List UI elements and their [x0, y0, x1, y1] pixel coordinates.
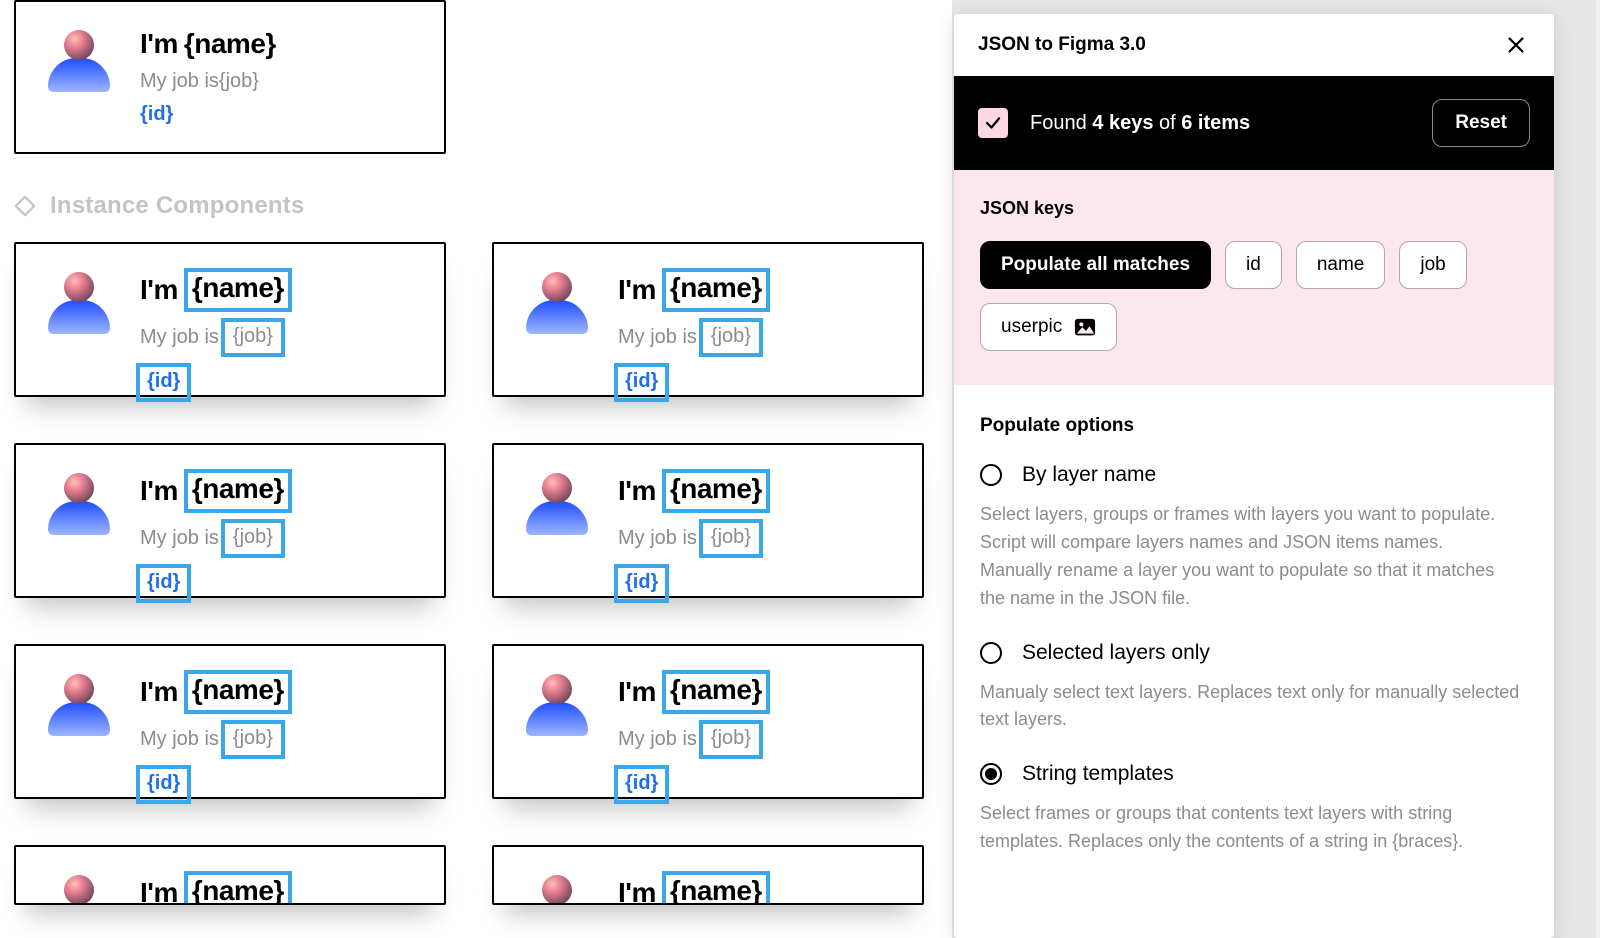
reset-button[interactable]: Reset: [1432, 99, 1530, 147]
card-job-line: My job is {job}: [618, 521, 770, 556]
token-highlight-name: {name}: [184, 670, 292, 714]
token-highlight-id: {id}: [614, 765, 669, 804]
option-selected-layers[interactable]: Selected layers only Manualy select text…: [980, 641, 1528, 735]
card-job-line: My job is {job}: [618, 722, 770, 757]
card-job-line: My job is {job}: [140, 70, 276, 93]
option-label: String templates: [1022, 762, 1174, 786]
radio-icon[interactable]: [980, 464, 1002, 486]
option-label: By layer name: [1022, 463, 1156, 487]
panel-title: JSON to Figma 3.0: [978, 34, 1146, 56]
card-name-line: I'm {name}: [140, 28, 276, 60]
token-highlight-name: {name}: [184, 268, 292, 312]
token-highlight-name: {name}: [662, 268, 770, 312]
option-desc: Select layers, groups or frames with lay…: [980, 501, 1520, 613]
token-highlight-id: {id}: [136, 765, 191, 804]
avatar-icon: [526, 875, 588, 905]
populate-options-section: Populate options By layer name Select la…: [954, 385, 1554, 856]
instance-card[interactable]: I'm {name} My job is {job} {id}: [492, 443, 924, 598]
card-job-line: My job is {job}: [140, 722, 292, 757]
instance-card[interactable]: I'm {name} My job is {job} {id}: [14, 644, 446, 799]
token-highlight-name: {name}: [184, 469, 292, 513]
instance-card[interactable]: I'm {name} My job is {job} {id}: [492, 242, 924, 397]
token-highlight-job: {job}: [221, 720, 285, 759]
avatar-icon: [48, 30, 110, 92]
instance-components-header: Instance Components: [14, 192, 952, 220]
image-icon: [1074, 318, 1096, 336]
status-text: Found 4 keys of 6 items: [1030, 112, 1250, 135]
json-keys-title: JSON keys: [980, 198, 1528, 219]
card-job-line: My job is {job}: [618, 320, 770, 355]
token-highlight-id: {id}: [136, 564, 191, 603]
card-name-line: I'm {name}: [618, 471, 770, 511]
token-highlight-job: {job}: [699, 318, 763, 357]
instance-card[interactable]: I'm {name} My job is {job} {id}: [492, 644, 924, 799]
key-pill-name[interactable]: name: [1296, 241, 1386, 289]
token-highlight-job: {job}: [699, 720, 763, 759]
card-job-line: My job is {job}: [140, 521, 292, 556]
avatar-icon: [526, 674, 588, 736]
card-job-line: My job is {job}: [140, 320, 292, 355]
instance-card[interactable]: I'm {name} My job is {job} {id}: [14, 443, 446, 598]
card-id-line: {id}: [618, 767, 770, 802]
master-component-card[interactable]: I'm {name} My job is {job} {id}: [14, 0, 446, 154]
card-name-line: I'm {name}: [140, 672, 292, 712]
card-name-line: I'm {name}: [618, 672, 770, 712]
close-button[interactable]: [1502, 31, 1530, 59]
key-pill-userpic[interactable]: userpic: [980, 303, 1117, 351]
token-highlight-job: {job}: [221, 318, 285, 357]
avatar-icon: [48, 473, 110, 535]
card-name-line: I'm {name}: [140, 873, 292, 905]
token-highlight-name: {name}: [662, 469, 770, 513]
card-id-line: {id}: [140, 365, 292, 400]
key-pill-job[interactable]: job: [1399, 241, 1466, 289]
card-name-line: I'm {name}: [140, 270, 292, 310]
panel-header: JSON to Figma 3.0: [954, 14, 1554, 76]
token-highlight-job: {job}: [221, 519, 285, 558]
avatar-icon: [48, 272, 110, 334]
option-desc: Select frames or groups that contents te…: [980, 800, 1520, 856]
instance-icon: [14, 195, 36, 217]
token-highlight-name: {name}: [662, 871, 770, 905]
card-name-line: I'm {name}: [618, 873, 770, 905]
populate-options-title: Populate options: [980, 415, 1528, 437]
instance-card[interactable]: I'm {name}: [492, 845, 924, 905]
instance-card[interactable]: I'm {name} My job is {job} {id}: [14, 242, 446, 397]
option-desc: Manualy select text layers. Replaces tex…: [980, 679, 1520, 735]
card-id-line: {id}: [140, 103, 276, 126]
token-highlight-id: {id}: [614, 363, 669, 402]
option-label: Selected layers only: [1022, 641, 1210, 665]
instance-grid: I'm {name} My job is {job} {id} I'm {nam…: [14, 242, 952, 938]
plugin-panel: JSON to Figma 3.0 Found 4 keys of 6 item…: [954, 14, 1554, 938]
card-name-line: I'm {name}: [140, 471, 292, 511]
status-checkbox[interactable]: [978, 108, 1008, 138]
key-pill-id[interactable]: id: [1225, 241, 1282, 289]
option-by-layer-name[interactable]: By layer name Select layers, groups or f…: [980, 463, 1528, 613]
panel-status-bar: Found 4 keys of 6 items Reset: [954, 76, 1554, 170]
plugin-panel-wrap: JSON to Figma 3.0 Found 4 keys of 6 item…: [952, 0, 1596, 938]
figma-canvas: I'm {name} My job is {job} {id} Instance…: [0, 0, 952, 938]
card-name-line: I'm {name}: [618, 270, 770, 310]
token-highlight-id: {id}: [614, 564, 669, 603]
token-highlight-job: {job}: [699, 519, 763, 558]
card-id-line: {id}: [618, 566, 770, 601]
radio-icon[interactable]: [980, 763, 1002, 785]
card-id-line: {id}: [618, 365, 770, 400]
avatar-icon: [526, 473, 588, 535]
instance-card[interactable]: I'm {name}: [14, 845, 446, 905]
card-id-line: {id}: [140, 566, 292, 601]
token-highlight-name: {name}: [662, 670, 770, 714]
populate-all-button[interactable]: Populate all matches: [980, 241, 1211, 289]
avatar-icon: [526, 272, 588, 334]
json-keys-section: JSON keys Populate all matches id name j…: [954, 170, 1554, 385]
token-highlight-id: {id}: [136, 363, 191, 402]
avatar-icon: [48, 674, 110, 736]
card-id-line: {id}: [140, 767, 292, 802]
token-highlight-name: {name}: [184, 871, 292, 905]
avatar-icon: [48, 875, 110, 905]
radio-icon[interactable]: [980, 642, 1002, 664]
option-string-templates[interactable]: String templates Select frames or groups…: [980, 762, 1528, 856]
